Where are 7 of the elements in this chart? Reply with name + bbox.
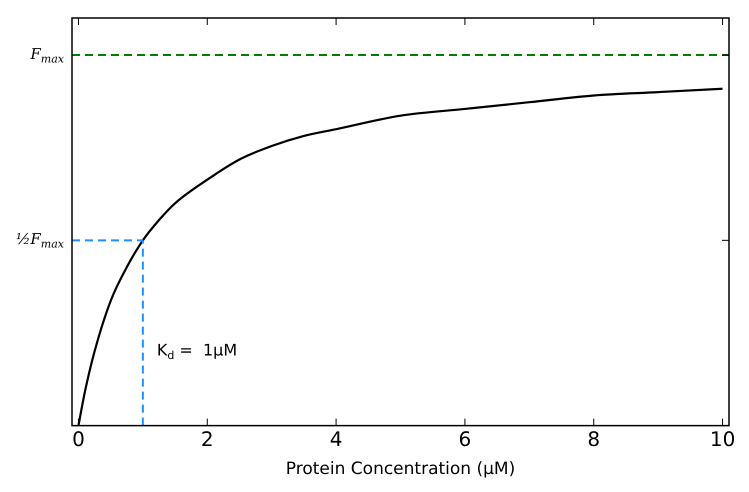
x-tick-label: 0 — [72, 426, 85, 451]
x-tick-label: 6 — [458, 426, 472, 451]
x-tick-label: 8 — [587, 426, 600, 451]
x-tick-label: 10 — [710, 426, 736, 451]
x-axis-title: Protein Concentration (μM) — [286, 459, 516, 480]
x-tick-label: 4 — [330, 426, 342, 451]
x-tick-label: 2 — [200, 426, 214, 451]
